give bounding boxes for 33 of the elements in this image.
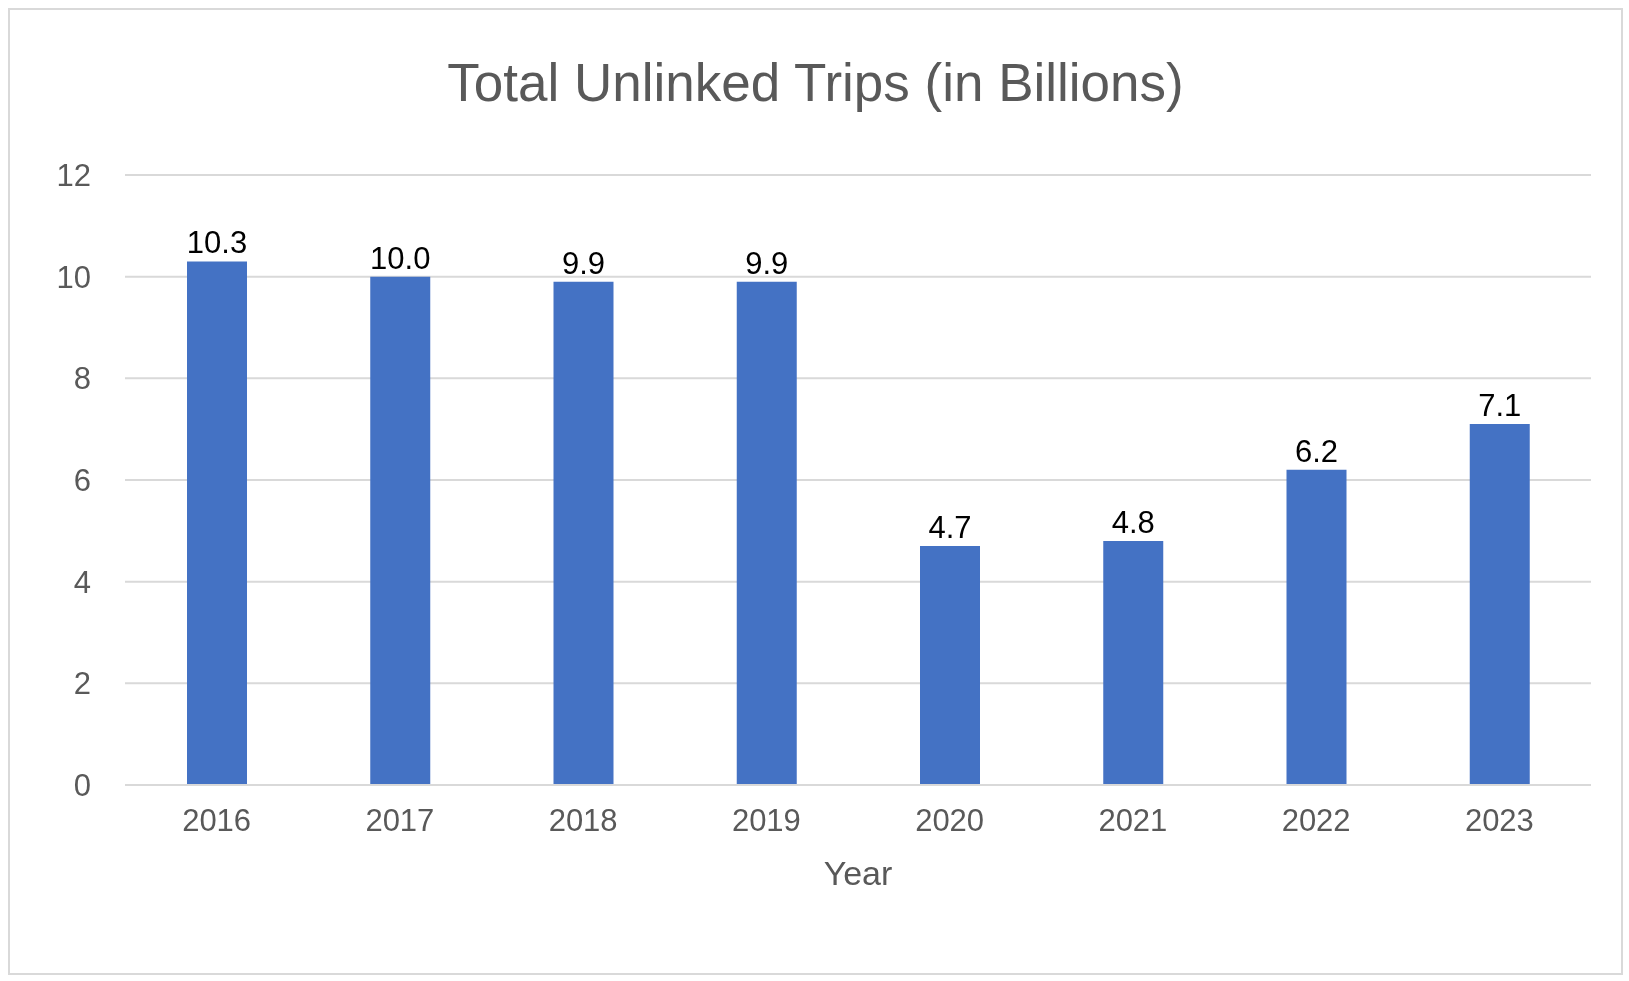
- x-tick-label: 2017: [365, 803, 435, 839]
- x-tick-label: 2018: [548, 803, 618, 839]
- data-label: 9.9: [745, 245, 789, 281]
- data-label: 9.9: [561, 245, 606, 281]
- bar: [736, 281, 797, 785]
- bar: [1103, 541, 1164, 785]
- bar: [187, 261, 247, 785]
- bar: [1469, 424, 1530, 785]
- y-tick-label: 8: [73, 361, 91, 397]
- x-tick-label: 2019: [731, 803, 801, 839]
- data-label: 7.1: [1478, 388, 1522, 424]
- x-tick-label: 2022: [1281, 803, 1351, 839]
- y-tick-label: 2: [73, 666, 91, 702]
- x-tick-label: 2021: [1098, 803, 1168, 839]
- bar: [1286, 469, 1347, 785]
- y-tick-label: 4: [73, 564, 91, 600]
- y-tick-label: 10: [56, 259, 91, 295]
- x-axis-title: Year: [823, 854, 893, 892]
- data-label: 4.7: [928, 510, 972, 546]
- data-label: 10.3: [186, 225, 248, 261]
- data-label: 10.0: [370, 240, 431, 276]
- bar: [553, 281, 614, 785]
- data-label: 6.2: [1294, 433, 1339, 469]
- x-tick-label: 2020: [915, 803, 985, 839]
- y-tick-label: 0: [73, 768, 91, 804]
- data-label: 4.8: [1111, 505, 1155, 540]
- y-tick-label: 12: [56, 158, 91, 194]
- bar: [920, 546, 980, 785]
- bar: [370, 276, 431, 785]
- chart-title: Total Unlinked Trips (in Billions): [446, 52, 1185, 113]
- x-tick-label: 2023: [1464, 803, 1534, 839]
- x-tick-label: 2016: [182, 803, 252, 839]
- y-tick-label: 6: [73, 463, 91, 499]
